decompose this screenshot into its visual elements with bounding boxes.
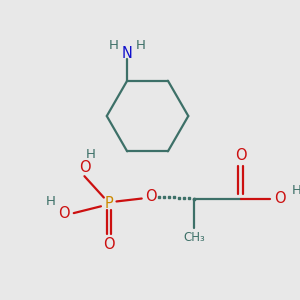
Text: O: O [235,148,247,163]
Text: O: O [103,237,115,252]
Text: P: P [104,196,113,211]
Text: H: H [85,148,95,161]
Text: O: O [274,191,285,206]
Text: O: O [58,206,70,220]
Text: O: O [145,189,156,204]
Text: H: H [292,184,300,197]
Text: H: H [46,195,56,208]
Text: H: H [136,39,146,52]
Text: H: H [109,39,118,52]
Text: N: N [122,46,133,61]
Text: CH₃: CH₃ [183,231,205,244]
Text: O: O [79,160,90,175]
